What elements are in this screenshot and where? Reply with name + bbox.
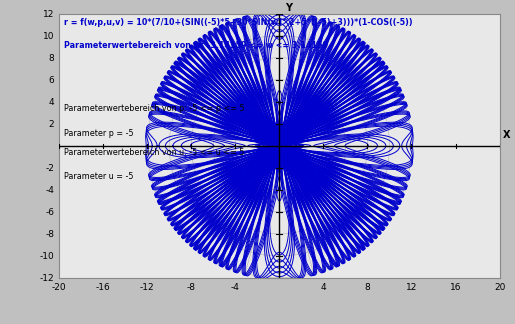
Text: Parameterwertebereich von w: -3.14159 <= w <= 3.14159: Parameterwertebereich von w: -3.14159 <=… <box>64 41 328 51</box>
Text: Parameter p = -5: Parameter p = -5 <box>64 129 133 138</box>
Text: Parameter u = -5: Parameter u = -5 <box>64 172 133 181</box>
Text: r = f(w,p,u,v) = 10*(7/10+(SIN((-5)*5+30*SIN(w)^2+5*((-5)+3)))*(1-COS((-5)): r = f(w,p,u,v) = 10*(7/10+(SIN((-5)*5+30… <box>64 18 412 27</box>
Text: X: X <box>503 130 510 140</box>
Text: Parameterwertebereich von u: -5 <= u <= 5: Parameterwertebereich von u: -5 <= u <= … <box>64 148 244 157</box>
Text: Parameterwertebereich von p: -5 <= p <= 5: Parameterwertebereich von p: -5 <= p <= … <box>64 104 244 112</box>
Text: Y: Y <box>285 3 292 13</box>
